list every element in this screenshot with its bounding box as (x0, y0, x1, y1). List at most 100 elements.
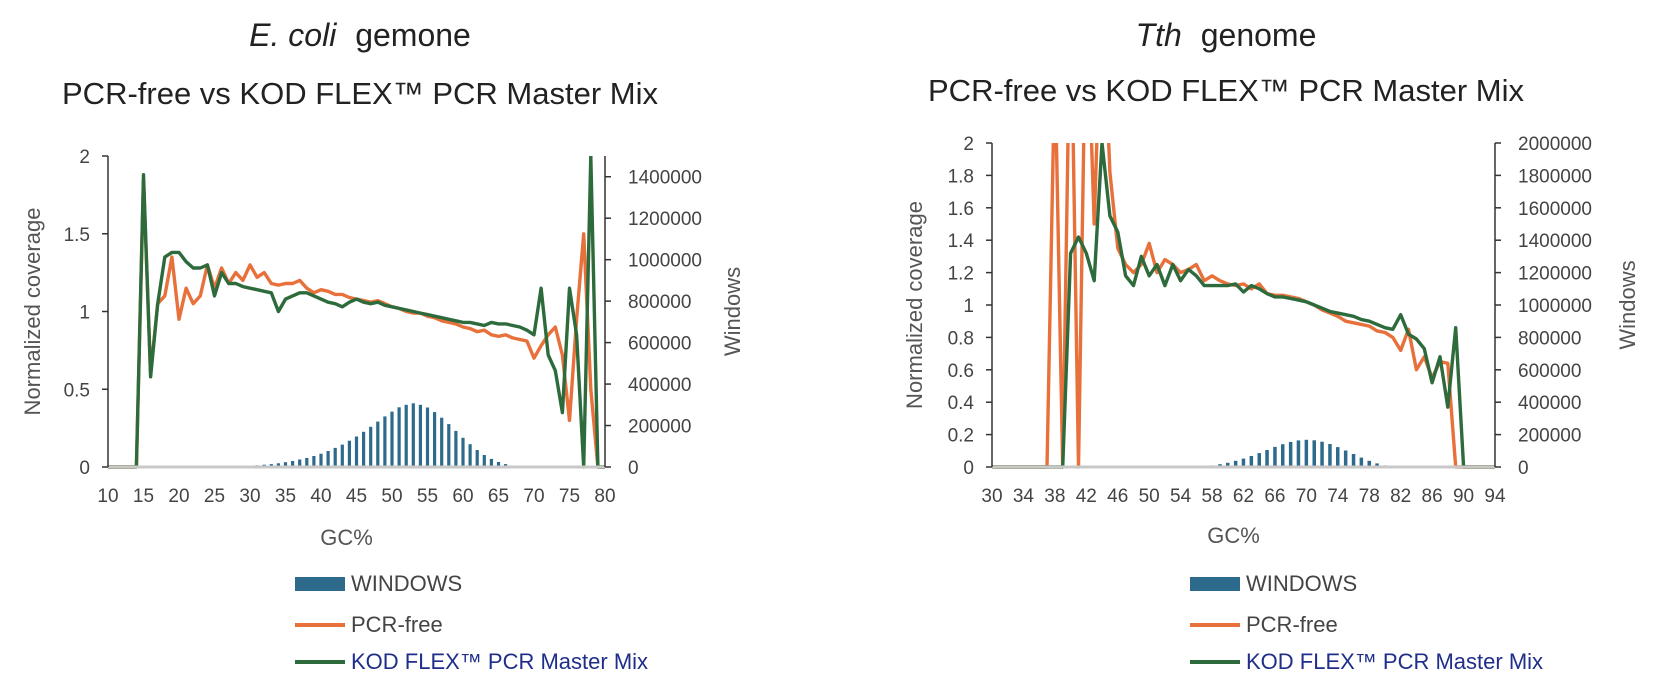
y2-tick-label: 1200000 (1518, 264, 1592, 285)
windows-bar (1296, 440, 1301, 467)
windows-bar (1328, 444, 1332, 467)
x-tick-label: 46 (1107, 486, 1128, 507)
y-tick-label: 0 (963, 458, 974, 479)
y2-tick-label: 800000 (1518, 328, 1581, 349)
x-tick-label: 94 (1484, 486, 1506, 507)
y-tick-label: 2 (79, 147, 90, 168)
x-tick-label: 70 (1296, 486, 1317, 507)
y2-tick-label: 1600000 (1518, 199, 1592, 220)
windows-bar (333, 447, 337, 467)
windows-bar (1375, 463, 1379, 467)
y2-tick-label: 400000 (1518, 393, 1581, 414)
y-tick-label: 1.8 (948, 166, 974, 187)
x-tick-label: 30 (981, 486, 1002, 507)
x-tick-label: 78 (1359, 486, 1380, 507)
y-axis-title: Normalized coverage (902, 201, 927, 409)
y-tick-label: 1 (79, 303, 90, 324)
windows-bar (347, 440, 351, 467)
windows-bar (1241, 458, 1246, 467)
x-tick-label: 54 (1170, 486, 1192, 507)
chart-title: E. coli gemone (249, 17, 471, 53)
windows-bar (404, 404, 408, 467)
windows-bar (298, 459, 302, 467)
windows-bar (362, 431, 366, 467)
x-tick-label: 50 (1139, 486, 1160, 507)
x-tick-label: 86 (1422, 486, 1443, 507)
x-tick-label: 70 (523, 486, 544, 507)
windows-bar (1336, 447, 1340, 467)
y-tick-label: 0.2 (948, 426, 974, 447)
windows-bar (305, 457, 309, 467)
legend-swatch-windows (1190, 577, 1240, 591)
series-line-pcr-free (992, 143, 1495, 469)
chart-subtitle: PCR-free vs KOD FLEX™ PCR Master Mix (62, 76, 658, 111)
coverage-lines (992, 143, 1495, 469)
windows-bar (397, 407, 401, 467)
x-tick-label: 65 (488, 486, 509, 507)
windows-bar (1265, 450, 1269, 467)
y-tick-label: 1 (963, 296, 974, 317)
windows-bar (354, 436, 359, 467)
x-tick-label: 90 (1453, 486, 1474, 507)
legend-label-pcr-free: PCR-free (351, 612, 443, 637)
windows-bar (425, 407, 430, 467)
y2-tick-label: 1200000 (628, 209, 702, 230)
windows-bar (433, 412, 437, 467)
y-tick-label: 0.6 (948, 361, 974, 382)
windows-bar (1320, 441, 1324, 467)
x-tick-label: 30 (239, 486, 260, 507)
x-tick-label: 82 (1390, 486, 1411, 507)
windows-bar (326, 451, 330, 467)
windows-bar (1226, 462, 1230, 467)
windows-bar (1249, 456, 1254, 467)
windows-bar (312, 456, 316, 467)
x-tick-label: 34 (1013, 486, 1035, 507)
axes (102, 155, 611, 469)
legend-label-kod: KOD FLEX™ PCR Master Mix (1246, 649, 1543, 674)
x-tick-label: 66 (1264, 486, 1285, 507)
windows-bar (390, 411, 394, 467)
windows-bar (1367, 460, 1371, 467)
series-line-pcr-free (108, 177, 605, 469)
chart-ecoli: E. coli gemone PCR-free vs KOD FLEX™ PCR… (20, 17, 745, 674)
windows-bars (234, 403, 529, 467)
legend: WINDOWS PCR-free KOD FLEX™ PCR Master Mi… (1190, 571, 1543, 674)
windows-bar (1359, 457, 1364, 467)
y2-tick-label: 200000 (1518, 426, 1581, 447)
y2-tick-label: 0 (1518, 458, 1529, 479)
y2-tick-label: 400000 (628, 375, 691, 396)
windows-bar (440, 417, 444, 467)
windows-bar (1351, 454, 1356, 467)
x-tick-label: 35 (275, 486, 296, 507)
windows-bars (1202, 439, 1403, 467)
legend-label-pcr-free: PCR-free (1246, 612, 1338, 637)
windows-bar (383, 416, 387, 467)
windows-bar (291, 461, 295, 467)
windows-bar (1273, 446, 1277, 467)
x-tick-label: 75 (559, 486, 580, 507)
legend-label-windows: WINDOWS (1246, 571, 1357, 596)
axes (986, 142, 1501, 469)
y-tick-label: 0 (79, 458, 90, 479)
coverage-lines (108, 156, 605, 469)
y-tick-label: 2 (963, 134, 974, 155)
windows-bar (1312, 440, 1316, 467)
y2-tick-label: 800000 (628, 292, 691, 313)
windows-bar (1288, 441, 1293, 467)
x-tick-label: 15 (133, 486, 154, 507)
y2-tick-label: 600000 (628, 334, 691, 355)
y2-tick-label: 0 (628, 458, 639, 479)
windows-bar (482, 455, 486, 467)
tick-labels: 0 0.2 0.4 0.6 0.8 1 1.2 1.4 1.6 1.8 2 0 200000 400000… (948, 134, 1592, 507)
y-tick-label: 1.4 (948, 231, 975, 252)
y2-tick-label: 1000000 (628, 251, 702, 272)
title-rest: genome (1201, 17, 1317, 53)
legend-label-kod: KOD FLEX™ PCR Master Mix (351, 649, 648, 674)
tick-labels: 00.511.520200000400000600000800000100000… (64, 147, 702, 507)
windows-bar (475, 450, 479, 467)
x-tick-label: 45 (346, 486, 367, 507)
series-line-kod (108, 156, 605, 469)
y2-tick-label: 200000 (628, 417, 691, 438)
x-tick-label: 20 (168, 486, 189, 507)
